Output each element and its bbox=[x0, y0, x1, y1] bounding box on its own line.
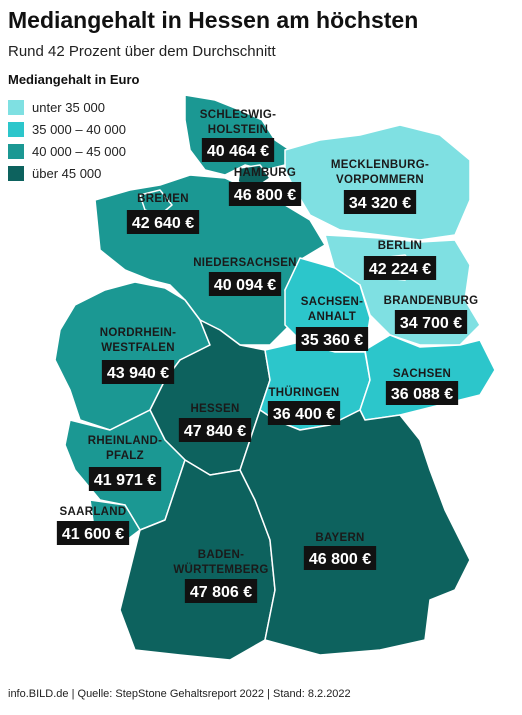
region-value: 46 800 € bbox=[234, 187, 296, 204]
region-value: 36 400 € bbox=[273, 406, 335, 423]
subtitle: Rund 42 Prozent über dem Durchschnitt bbox=[8, 43, 276, 60]
region-value: 34 700 € bbox=[400, 315, 462, 332]
region-name: NIEDERSACHSEN bbox=[193, 257, 297, 269]
region-value: 41 971 € bbox=[94, 472, 156, 489]
region-name: ANHALT bbox=[308, 311, 356, 323]
title: Mediangehalt in Hessen am höchsten bbox=[8, 7, 418, 33]
value-box bbox=[394, 310, 468, 334]
value-box bbox=[56, 521, 130, 545]
legend-swatch bbox=[8, 100, 24, 115]
footer: info.BILD.de | Quelle: StepStone Gehalts… bbox=[8, 688, 351, 700]
legend-swatch bbox=[8, 166, 24, 181]
region-value: 42 640 € bbox=[132, 215, 194, 232]
value-box bbox=[228, 182, 302, 206]
region-name: MECKLENBURG- bbox=[331, 159, 429, 171]
region-value: 43 940 € bbox=[107, 365, 169, 382]
value-box bbox=[363, 256, 437, 280]
region-name: SAARLAND bbox=[60, 506, 127, 518]
region-name: PFALZ bbox=[106, 450, 144, 462]
region-name: HOLSTEIN bbox=[208, 124, 269, 136]
value-box bbox=[201, 138, 275, 162]
value-box bbox=[88, 467, 162, 491]
legend-swatch bbox=[8, 122, 24, 137]
region-name: NORDRHEIN- bbox=[100, 327, 176, 339]
value-box bbox=[126, 210, 200, 234]
region-name: VORPOMMERN bbox=[336, 174, 424, 186]
region-name: WESTFALEN bbox=[101, 342, 175, 354]
legend-swatch bbox=[8, 144, 24, 159]
value-box bbox=[385, 381, 459, 405]
region-value: 46 800 € bbox=[309, 551, 371, 568]
region-name: BERLIN bbox=[378, 240, 423, 252]
value-box bbox=[184, 579, 258, 603]
legend: Mediangehalt in Euro unter 35 000 35 000 … bbox=[8, 72, 140, 181]
legend-label: unter 35 000 bbox=[32, 100, 105, 115]
region-name: SACHSEN bbox=[393, 368, 451, 380]
region-value: 36 088 € bbox=[391, 386, 453, 403]
region-name: WÜRTTEMBERG bbox=[173, 563, 268, 576]
region-shape bbox=[239, 409, 471, 656]
legend-label: 40 000 – 45 000 bbox=[32, 144, 126, 159]
legend-label: über 45 000 bbox=[32, 166, 101, 181]
region-value: 40 464 € bbox=[207, 143, 269, 160]
region-value: 35 360 € bbox=[301, 332, 363, 349]
region-name: SCHLESWIG- bbox=[200, 109, 276, 121]
region-name: THÜRINGEN bbox=[268, 386, 339, 399]
value-box bbox=[343, 190, 417, 214]
region-name: RHEINLAND- bbox=[88, 435, 163, 447]
value-box bbox=[101, 360, 175, 384]
region-name: HAMBURG bbox=[234, 167, 296, 179]
region-value: 34 320 € bbox=[349, 195, 411, 212]
value-box bbox=[295, 327, 369, 351]
region-value: 47 806 € bbox=[190, 584, 252, 601]
region-name: SACHSEN- bbox=[301, 296, 363, 308]
value-box bbox=[178, 418, 252, 442]
region-value: 42 224 € bbox=[369, 261, 431, 278]
region-name: HESSEN bbox=[190, 403, 239, 415]
labels: SCHLESWIG- HOLSTEIN 40 464 € HAMBURG 46 800 … bbox=[56, 109, 479, 603]
region-name: BADEN- bbox=[198, 549, 245, 561]
region-value: 47 840 € bbox=[184, 423, 246, 440]
region-name: BRANDENBURG bbox=[384, 295, 479, 307]
region-value: 40 094 € bbox=[214, 277, 276, 294]
value-box bbox=[208, 272, 282, 296]
region-name: BREMEN bbox=[137, 193, 189, 205]
region-value: 41 600 € bbox=[62, 526, 124, 543]
region-name: BAYERN bbox=[315, 532, 364, 544]
legend-title: Mediangehalt in Euro bbox=[8, 72, 140, 87]
value-box bbox=[267, 401, 341, 425]
value-box bbox=[303, 546, 377, 570]
legend-label: 35 000 – 40 000 bbox=[32, 122, 126, 137]
